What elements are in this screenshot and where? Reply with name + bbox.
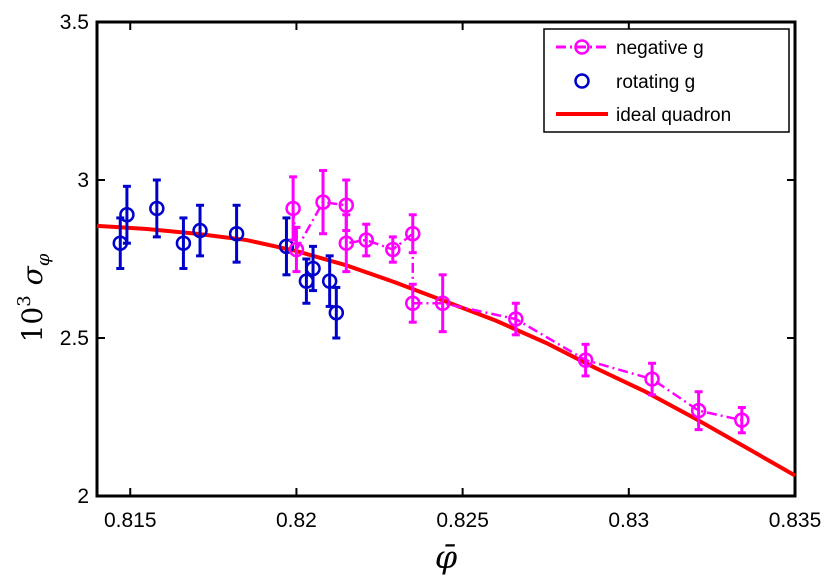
negative-g-point bbox=[358, 232, 374, 248]
svg-text:103σφ: 103 σφ bbox=[14, 253, 54, 342]
negative-g-point bbox=[508, 311, 524, 327]
y-label-symbol: σ bbox=[16, 265, 49, 285]
y-label-subscript: φ bbox=[33, 253, 54, 266]
x-tick-label: 0.825 bbox=[436, 509, 489, 532]
negative-g-point bbox=[315, 194, 331, 210]
y-label-exponent: 3 bbox=[14, 295, 35, 306]
legend-entry-ideal-quadron: ideal quadron bbox=[556, 105, 731, 126]
negative-g-point bbox=[405, 295, 421, 311]
negative-g-point bbox=[690, 402, 707, 419]
rotating-g-point bbox=[192, 222, 208, 239]
rotating-g-point bbox=[119, 207, 135, 223]
series bbox=[96, 169, 796, 478]
ideal-quadron-line bbox=[96, 223, 796, 478]
legend-ideal-quadron-label: ideal quadron bbox=[616, 105, 731, 126]
negative-g-point bbox=[644, 371, 660, 387]
legend-rotating-g-label: rotating g bbox=[616, 72, 695, 93]
rotating-g-point bbox=[228, 225, 245, 242]
legend-negative-g-label: negative g bbox=[616, 38, 704, 59]
negative-g-point bbox=[338, 235, 355, 251]
y-tick-label: 2.5 bbox=[60, 327, 89, 350]
negative-g-point bbox=[288, 241, 305, 258]
negative-g-point bbox=[577, 352, 594, 368]
negative-g-point bbox=[285, 200, 301, 217]
legend-entry-negative-g: negative g bbox=[556, 38, 704, 59]
y-tick-label: 3.5 bbox=[60, 11, 89, 34]
y-label-prefix: 10 bbox=[16, 307, 49, 343]
rotating-g-point bbox=[278, 238, 295, 255]
x-tick-label: 0.835 bbox=[769, 509, 822, 532]
x-tick-label: 0.83 bbox=[608, 509, 649, 532]
y-axis-label: 103 σφ bbox=[14, 253, 54, 342]
negative-g-connector-line bbox=[291, 200, 743, 422]
y-tick-label: 2 bbox=[77, 485, 89, 508]
x-tick-label: 0.82 bbox=[276, 509, 317, 532]
legend-entry-rotating-g: rotating g bbox=[574, 72, 695, 93]
legend-rotating-g-marker bbox=[574, 73, 590, 89]
x-tick-label: 0.815 bbox=[104, 509, 157, 532]
legend-negative-g-marker bbox=[574, 39, 590, 55]
negative-g-point bbox=[434, 295, 451, 311]
legend: negative g rotating g ideal quadron bbox=[543, 28, 790, 133]
rotating-g-point bbox=[305, 260, 321, 277]
negative-g-point bbox=[734, 412, 750, 428]
negative-g-point bbox=[405, 225, 421, 242]
y-tick-label: 3 bbox=[77, 169, 89, 192]
rotating-g-point bbox=[328, 304, 345, 321]
x-axis-label: φ̄ bbox=[435, 538, 458, 576]
rotating-g-point bbox=[321, 273, 338, 289]
rotating-g-point bbox=[175, 235, 192, 251]
negative-g-point bbox=[385, 241, 401, 258]
negative-g-point bbox=[338, 197, 355, 214]
axis-ticks: 0.815 0.82 0.825 0.83 0.835 2 2.5 3 3.5 bbox=[60, 11, 821, 532]
rotating-g-point bbox=[149, 200, 165, 217]
